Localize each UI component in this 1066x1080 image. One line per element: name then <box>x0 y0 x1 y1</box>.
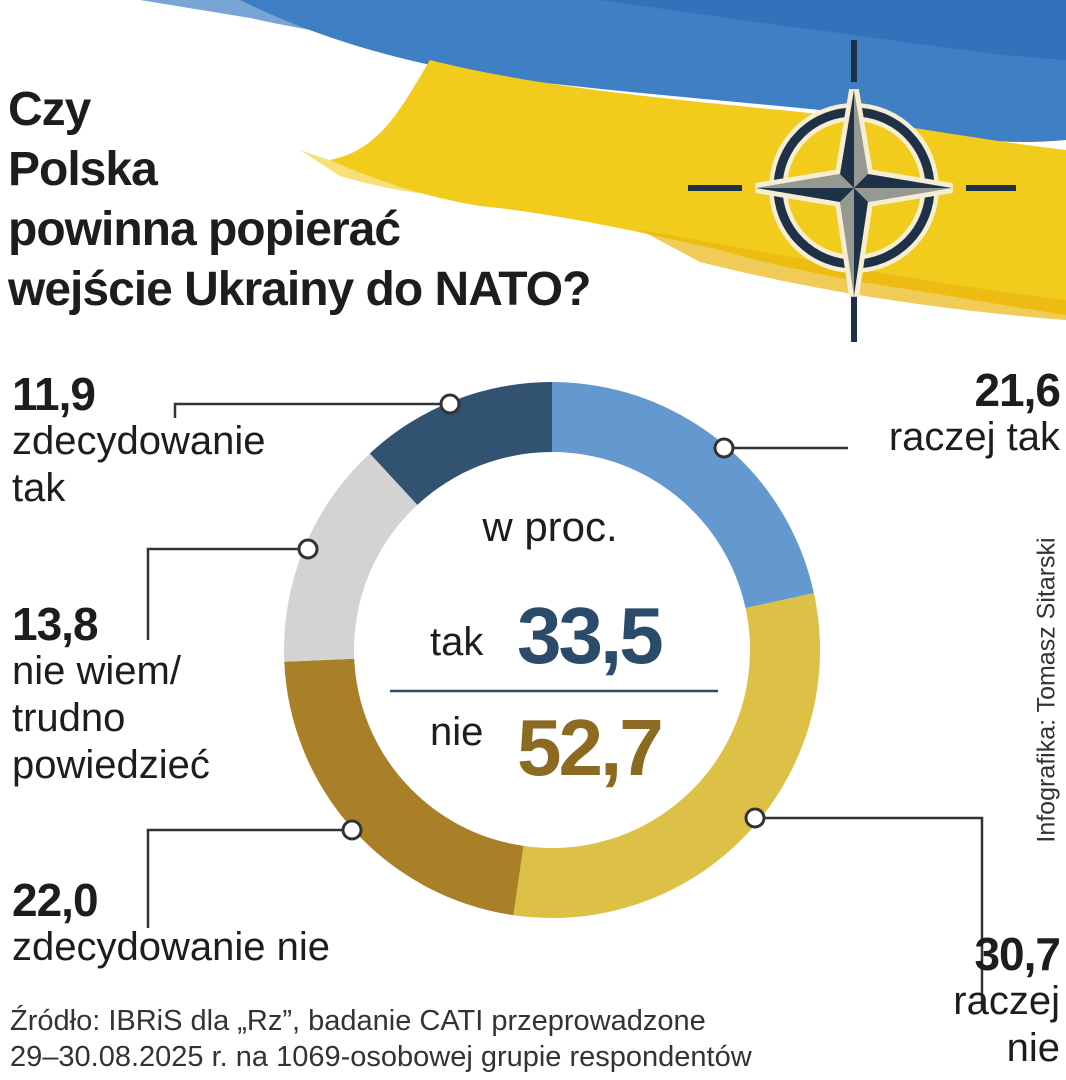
donut-slice-zdecydowanie-nie <box>284 658 524 916</box>
label-zdecydowanie-nie: 22,0 zdecydowanie nie <box>12 876 330 971</box>
category-label: zdecydowanie nie <box>12 925 330 969</box>
summary-tak-value: 33,5 <box>517 591 664 680</box>
dot-zdecydowanie-tak <box>439 393 461 415</box>
label-raczej-tak: 21,6 raczej tak <box>888 364 1061 461</box>
category-label: raczej tak <box>888 415 1060 459</box>
category-label: trudno <box>12 696 126 740</box>
value-label: 13,8 <box>12 598 99 650</box>
unit-label: w proc. <box>482 503 618 550</box>
dot-raczej-nie <box>744 807 766 829</box>
title-line: Polska <box>8 143 158 196</box>
leader-line-raczej-nie <box>755 816 984 1010</box>
donut-slice-nie-wiem-trudno-powiedzie <box>284 453 418 662</box>
category-label: nie <box>1006 1026 1060 1070</box>
summary-nie-value: 52,7 <box>517 703 664 792</box>
leader-line-zdecydowanie-nie <box>146 828 352 928</box>
donut-slice-zdecydowanie-tak <box>369 382 552 505</box>
label-zdecydowanie-tak: 11,9 zdecydowanie tak <box>12 370 266 512</box>
title-line: Czy <box>8 83 91 136</box>
leader-dots <box>297 393 766 841</box>
category-label: powiedzieć <box>12 743 210 787</box>
dot-nie-wiem <box>297 538 319 560</box>
chart-title: Czy Polska powinna popierać wejście Ukra… <box>8 80 591 320</box>
summary-nie-label: nie <box>430 710 484 754</box>
source-note: Źródło: IBRiS dla „Rz”, badanie CATI prz… <box>10 1003 752 1075</box>
value-label: 22,0 <box>12 874 99 926</box>
value-label: 11,9 <box>12 368 96 420</box>
title-line: wejście Ukrainy do NATO? <box>8 263 591 316</box>
donut-slices <box>284 382 820 919</box>
nato-compass-icon <box>688 40 1016 342</box>
infographic-credit: Infografika: Tomasz Sitarski <box>1032 537 1061 843</box>
source-line: Źródło: IBRiS dla „Rz”, badanie CATI prz… <box>10 1005 706 1037</box>
value-label: 21,6 <box>974 364 1061 416</box>
label-raczej-nie: 30,7 raczej nie <box>953 928 1061 1072</box>
dot-raczej-tak <box>713 437 735 459</box>
value-label: 30,7 <box>974 928 1061 980</box>
leader-lines <box>146 402 984 1010</box>
title-line: powinna popierać <box>8 203 401 256</box>
category-label: tak <box>12 466 66 510</box>
donut-slice-raczej-tak <box>552 382 814 609</box>
source-line: 29–30.08.2025 r. na 1069-osobowej grupie… <box>10 1041 752 1073</box>
dot-zdecydowanie-nie <box>341 819 363 841</box>
summary-tak-label: tak <box>430 620 484 664</box>
donut-slice-raczej-nie <box>513 593 820 919</box>
leader-line-nie-wiem <box>146 547 308 640</box>
category-label: zdecydowanie <box>12 419 266 463</box>
leader-line-zdecydowanie-tak <box>173 402 450 418</box>
category-label: raczej <box>953 979 1060 1023</box>
category-label: nie wiem/ <box>12 649 181 693</box>
label-nie-wiem: 13,8 nie wiem/ trudno powiedzieć <box>12 600 210 789</box>
